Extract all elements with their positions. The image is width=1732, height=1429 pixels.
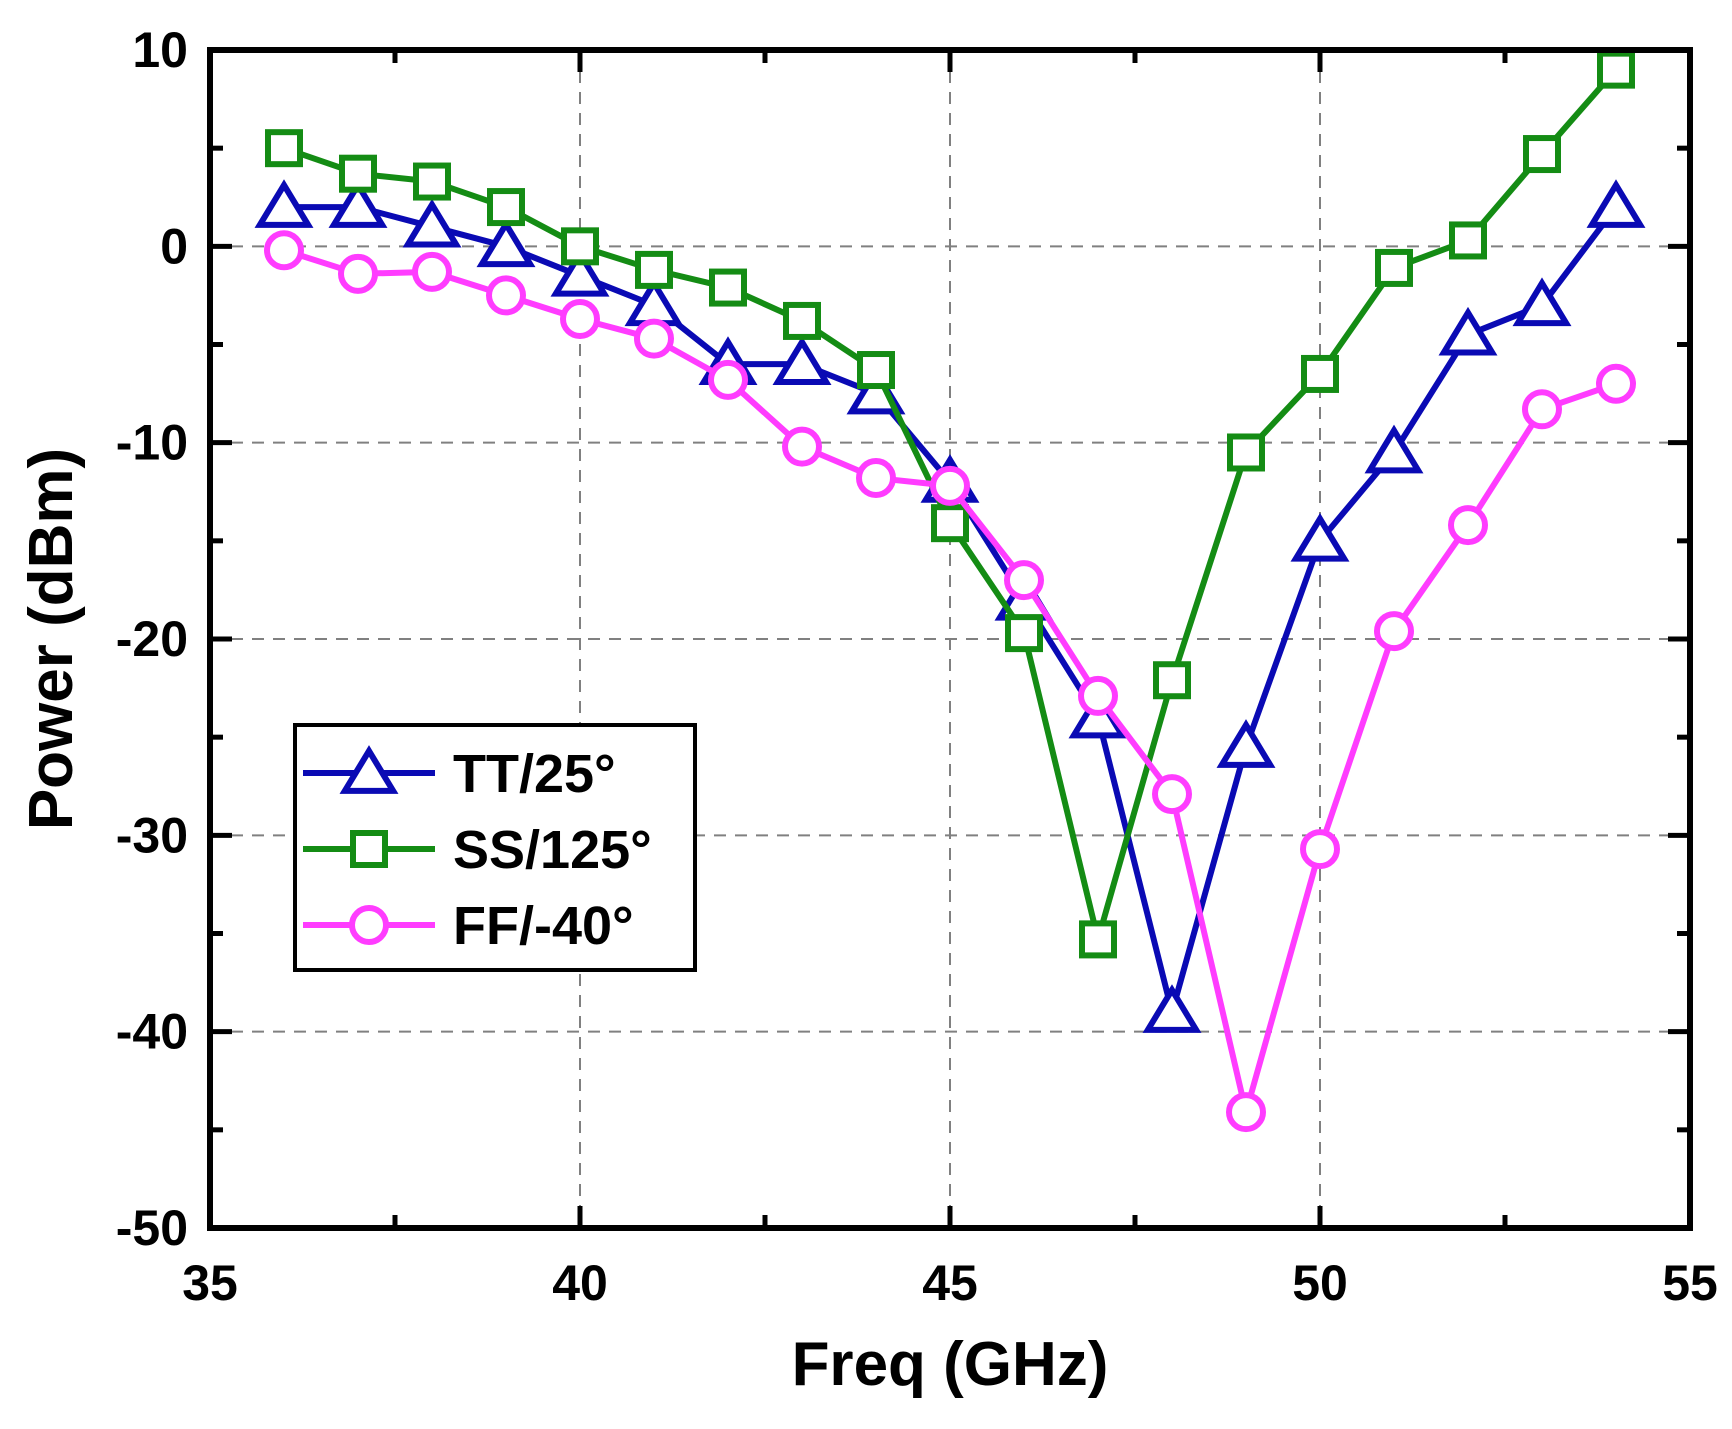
x-axis-title: Freq (GHz) (792, 1330, 1109, 1399)
x-tick-label: 35 (182, 1255, 238, 1311)
data-point-square (1082, 923, 1114, 955)
data-point-circle (1599, 367, 1633, 401)
data-point-square (564, 230, 596, 262)
data-point-circle (1377, 614, 1411, 648)
data-point-square (1378, 252, 1410, 284)
y-axis-title: Power (dBm) (17, 448, 86, 830)
y-tick-label: -40 (116, 1004, 188, 1060)
y-tick-label: -20 (116, 611, 188, 667)
chart-background (0, 0, 1732, 1429)
data-point-square (342, 158, 374, 190)
data-point-square (860, 354, 892, 386)
chart: 35 40 45 50 55-50-40-30-20-10010 Freq (GHz) … (0, 0, 1732, 1429)
data-point-square (416, 166, 448, 198)
data-point-square (1452, 224, 1484, 256)
legend-marker-square (353, 833, 385, 865)
y-tick-label: 0 (160, 218, 188, 274)
data-point-circle (341, 257, 375, 291)
data-point-square (490, 191, 522, 223)
data-point-circle (1229, 1095, 1263, 1129)
data-point-square (1008, 617, 1040, 649)
data-point-circle (933, 469, 967, 503)
data-point-square (1526, 138, 1558, 170)
data-point-circle (711, 363, 745, 397)
data-point-square (1156, 664, 1188, 696)
y-tick-label: -50 (116, 1200, 188, 1256)
x-tick-label: 50 (1292, 1255, 1348, 1311)
data-point-square (712, 272, 744, 304)
data-point-circle (489, 278, 523, 312)
legend-marker-circle (352, 908, 386, 942)
data-point-circle (1007, 563, 1041, 597)
x-tick-label: 45 (922, 1255, 978, 1311)
data-point-circle (1081, 679, 1115, 713)
data-point-square (934, 507, 966, 539)
data-point-circle (1155, 777, 1189, 811)
legend-label: FF/-40° (453, 896, 634, 956)
data-point-circle (637, 322, 671, 356)
data-point-circle (859, 461, 893, 495)
data-point-square (638, 254, 670, 286)
legend-label: SS/125° (453, 820, 652, 880)
y-tick-label: 10 (132, 22, 188, 78)
data-point-circle (1303, 832, 1337, 866)
data-point-circle (1525, 392, 1559, 426)
data-point-circle (785, 430, 819, 464)
data-point-square (786, 305, 818, 337)
legend: TT/25° SS/125° FF/-40° (295, 725, 695, 970)
x-tick-label: 40 (552, 1255, 608, 1311)
data-point-circle (563, 302, 597, 336)
y-tick-label: -10 (116, 415, 188, 471)
data-point-circle (1451, 508, 1485, 542)
data-point-square (268, 132, 300, 164)
data-point-square (1230, 436, 1262, 468)
data-point-square (1304, 358, 1336, 390)
x-tick-label: 55 (1662, 1255, 1718, 1311)
y-tick-label: -30 (116, 807, 188, 863)
data-point-square (1600, 54, 1632, 86)
data-point-circle (415, 255, 449, 289)
data-point-circle (267, 233, 301, 267)
legend-label: TT/25° (453, 744, 616, 804)
